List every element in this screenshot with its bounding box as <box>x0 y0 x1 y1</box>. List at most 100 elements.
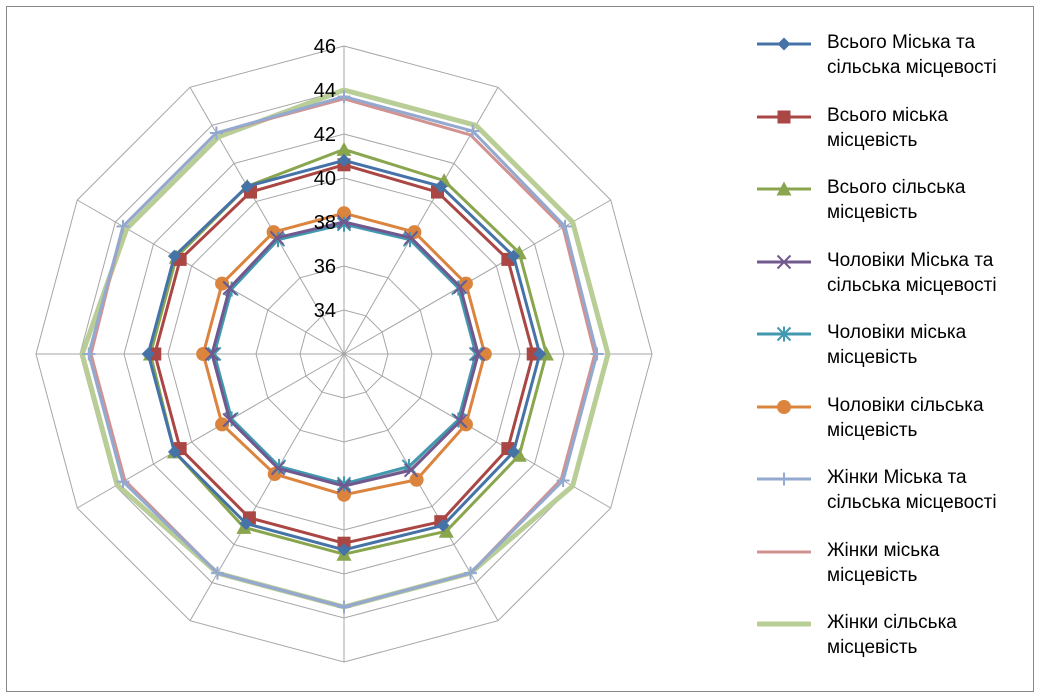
data-point <box>776 326 792 342</box>
data-point-stroke <box>269 230 285 245</box>
tick-label: 40 <box>314 168 336 190</box>
legend-label: Жінки Міська та сільська місцевості <box>827 467 997 513</box>
data-point-stroke <box>776 254 792 269</box>
data-point <box>336 141 352 156</box>
data-point <box>336 214 352 230</box>
data-point-stroke <box>453 413 468 429</box>
data-point <box>337 536 351 550</box>
data-point-stroke <box>403 463 419 478</box>
data-point <box>458 417 473 432</box>
chart-frame <box>6 6 1034 692</box>
data-point-stroke <box>336 478 352 494</box>
data-point <box>438 523 454 538</box>
legend-item: Чоловіки міська місцевість <box>745 320 1035 393</box>
data-point-stroke <box>222 280 237 296</box>
data-point <box>239 517 253 531</box>
legend-label: Жінки міська місцевість <box>827 539 940 586</box>
legend-item: Жінки міська місцевість <box>745 538 1035 611</box>
data-point <box>116 219 130 233</box>
legend-swatch <box>757 621 811 627</box>
data-point <box>215 417 230 432</box>
legend-label: Чоловіки сільська місцевість <box>827 394 984 441</box>
data-point <box>556 474 570 487</box>
data-point <box>167 445 181 459</box>
legend-label: Чоловіки Міська та сільська місцевості <box>827 249 997 296</box>
data-point <box>270 461 286 476</box>
legend-item: Всього міська місцевість <box>745 103 1035 176</box>
data-point-stroke <box>403 230 419 245</box>
data-point <box>436 518 450 532</box>
legend-label: Чоловіки міська місцевість <box>827 322 967 368</box>
data-point <box>222 412 237 428</box>
data-point <box>148 347 162 361</box>
legend-swatch <box>757 110 811 123</box>
series-2 <box>148 158 540 550</box>
data-point <box>507 249 521 263</box>
data-point <box>466 124 480 138</box>
legend-label: Всього Міська та сільська місцевості <box>827 32 997 78</box>
data-point <box>240 179 254 193</box>
data-point-stroke <box>222 412 237 428</box>
data-point <box>464 566 477 580</box>
data-point <box>558 219 572 233</box>
data-point <box>470 346 486 362</box>
grid-spoke <box>189 353 345 621</box>
tick-label: 36 <box>314 256 336 278</box>
tick-label: 46 <box>314 36 336 58</box>
radar-grid <box>35 45 653 663</box>
series-7 <box>82 90 604 614</box>
data-point <box>511 447 527 462</box>
legend-item: Всього Міська та сільська місцевості <box>745 30 1035 103</box>
legend-label: Всього сільська місцевість <box>827 177 966 223</box>
data-point <box>337 90 351 104</box>
data-point <box>409 472 424 487</box>
data-point <box>337 153 351 167</box>
data-point <box>196 347 211 361</box>
data-point <box>269 230 285 245</box>
data-point <box>167 249 181 263</box>
data-point <box>337 600 351 614</box>
radial-tick-labels: 34 36 38 40 42 44 46 <box>314 36 336 322</box>
legend-swatch <box>757 550 811 553</box>
data-point <box>215 276 230 291</box>
legend-item: Жінки сільська місцевість <box>745 610 1035 683</box>
data-point-stroke <box>336 214 352 230</box>
data-point <box>222 280 237 296</box>
legend-label: Жінки сільська місцевість <box>827 612 957 658</box>
data-point-stroke <box>204 346 220 362</box>
series-1 <box>141 153 547 557</box>
legend-swatch <box>757 399 811 414</box>
data-point <box>777 37 791 51</box>
data-point-stroke <box>453 279 468 295</box>
data-point <box>82 347 96 361</box>
data-point <box>590 347 604 361</box>
data-point <box>777 472 791 486</box>
data-point <box>434 179 448 193</box>
legend-item: Чоловіки сільська місцевість <box>745 393 1035 466</box>
grid-spoke <box>343 353 499 621</box>
tick-label: 38 <box>314 212 336 234</box>
legend-swatch <box>757 37 811 51</box>
data-point <box>141 347 155 361</box>
legend: Всього Міська та сільська місцевості Всьо… <box>745 30 1035 683</box>
series-4 <box>204 214 486 494</box>
data-point <box>209 126 223 140</box>
data-point <box>777 110 791 123</box>
data-point <box>507 445 521 459</box>
series-6 <box>196 206 492 502</box>
legend-swatch <box>757 181 811 196</box>
data-point <box>336 478 352 494</box>
legend-label: Всього міська місцевість <box>827 104 948 151</box>
data-point <box>777 399 791 414</box>
data-point <box>337 487 351 502</box>
legend-swatch <box>757 326 811 342</box>
data-point <box>533 347 547 361</box>
data-point <box>336 216 352 232</box>
data-point <box>458 276 473 291</box>
data-point <box>403 230 419 245</box>
data-point <box>453 279 468 295</box>
data-point <box>204 346 220 362</box>
data-point <box>453 413 468 429</box>
legend-item: Жінки Міська та сільська місцевості <box>745 465 1035 538</box>
